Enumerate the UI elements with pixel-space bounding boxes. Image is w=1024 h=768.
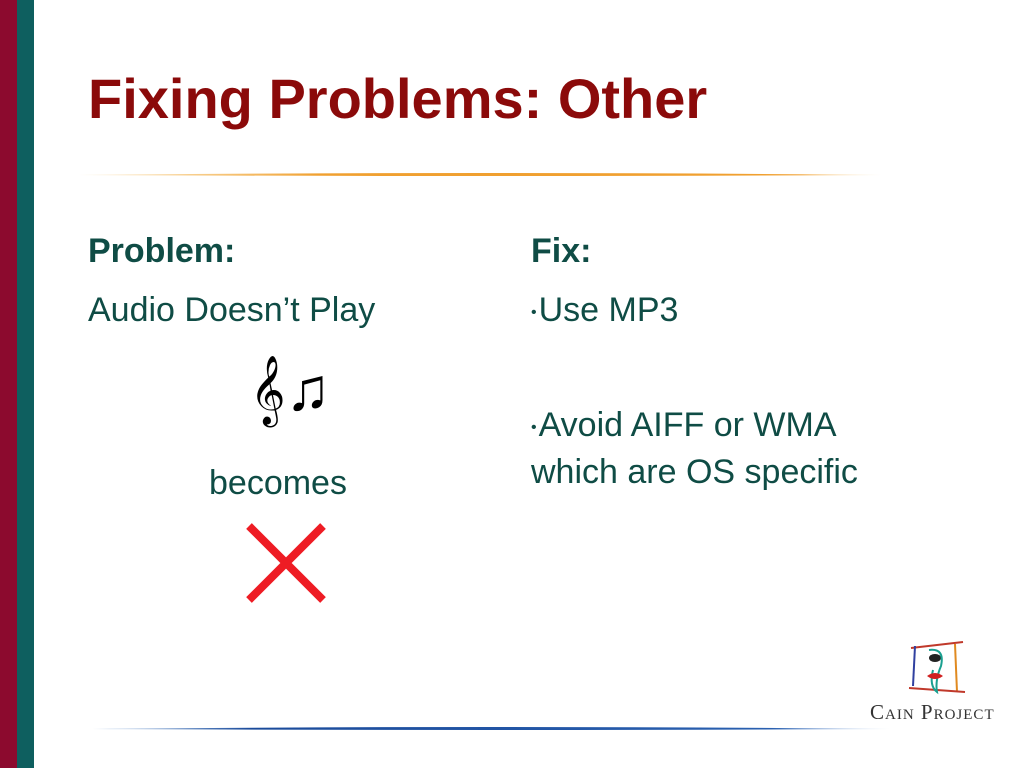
fix-bullet-text: Avoid AIFF or WMA [538,406,837,444]
fix-bullet-text: Use MP3 [538,291,679,329]
side-bar-teal [17,0,34,768]
side-bar-red [0,0,17,768]
red-x-icon [246,523,326,603]
becomes-text: becomes [209,464,347,502]
cain-project-logo-icon [908,641,966,695]
fix-heading: Fix: [531,232,592,270]
cain-project-logo-text: Cain Project [870,700,995,724]
problem-text: Audio Doesn’t Play [88,291,376,329]
fix-bullet: •Use MP3 [531,291,679,329]
slide-title: Fixing Problems: Other [88,67,708,130]
fix-bullet: •Avoid AIFF or WMA which are OS specific [531,406,858,491]
title-divider [78,173,882,176]
bottom-divider [92,727,892,730]
music-notes-icon: 𝄞♫ [250,356,331,423]
problem-heading: Problem: [88,232,236,270]
fix-bullet-text-cont: which are OS specific [531,452,858,491]
